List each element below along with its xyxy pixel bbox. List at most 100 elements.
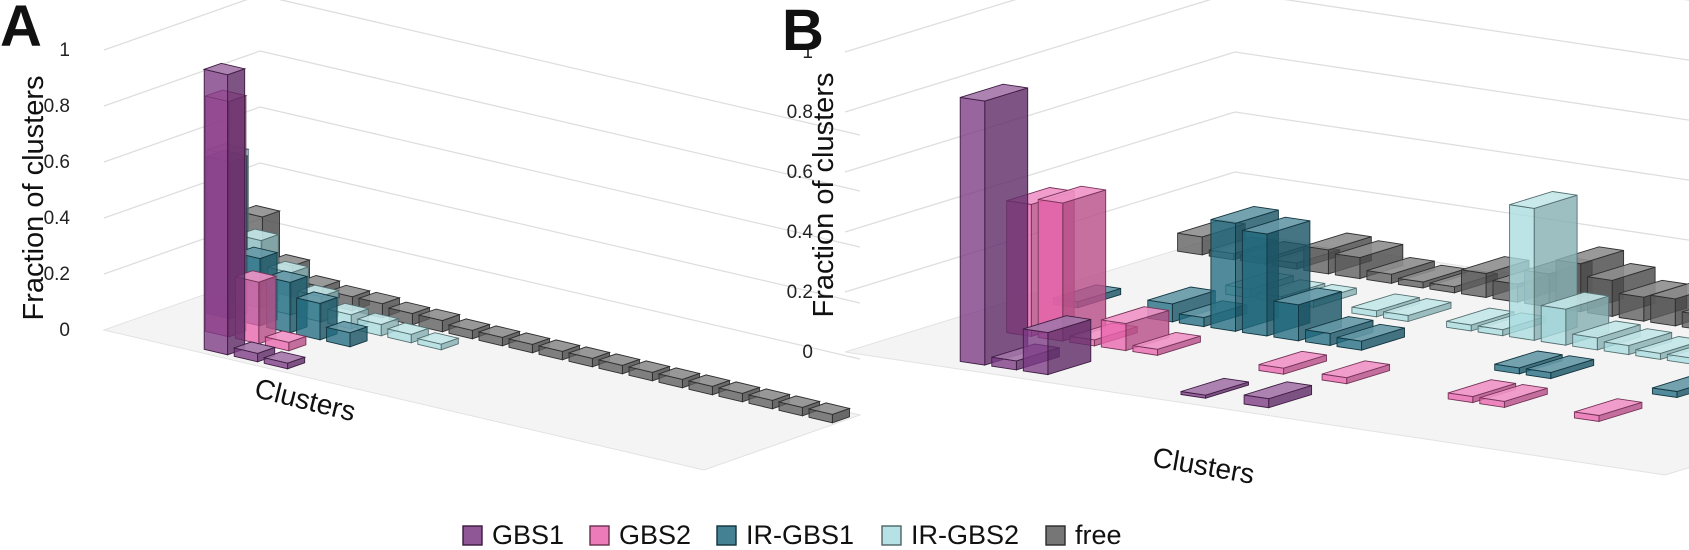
chart-a-bar-top (262, 351, 307, 364)
chart-a-bar-side (227, 68, 246, 356)
chart-b-gridline (844, 0, 1212, 113)
chart-b-bar (1681, 309, 1689, 329)
chart-b-bar-top (1335, 240, 1403, 259)
legend-label: free (1075, 520, 1122, 550)
chart-a-bar-top (236, 228, 280, 242)
chart-a-bar-top (627, 360, 672, 373)
chart-b-bar-front (1022, 328, 1049, 376)
chart-a-gridline (259, 50, 861, 192)
chart-b-bar-top (960, 83, 1028, 102)
chart-a-bar-top (687, 374, 732, 387)
chart-b-ytick: 0.4 (787, 222, 814, 243)
chart-b-gridline (1234, 111, 1689, 181)
chart-a-gridline (259, 162, 861, 304)
panel-letter-a: A (0, 0, 42, 59)
chart-a-bar-top (386, 322, 430, 335)
chart-a-bar-front (203, 68, 229, 356)
legend-swatch (589, 525, 610, 546)
chart-b-gridline (844, 0, 1017, 53)
chart-a-bar-top (357, 291, 402, 305)
chart-b-bar-top (1635, 336, 1689, 354)
legend-item-irgbs1: IR-GBS1 (716, 520, 854, 550)
chart-b-bar-top (1526, 355, 1594, 374)
legend-item-free: free (1045, 520, 1122, 550)
chart-a-bar-top (717, 381, 762, 394)
chart-a-bar-top (263, 330, 308, 343)
chart-a-bar-top (777, 395, 822, 408)
chart-a-bar-top (657, 367, 702, 380)
chart-b-bar-top (1243, 381, 1312, 400)
chart-b-bar-top (1242, 216, 1311, 235)
chart-a-bar-top (807, 402, 852, 415)
chart-b-bar-top (1210, 205, 1279, 224)
chart-b-ytick: 1 (802, 42, 813, 63)
chart-b-bar-top (1574, 398, 1643, 416)
chart-b-bar (1573, 398, 1643, 423)
chart-a-bar-top (324, 320, 369, 334)
legend-label: IR-GBS1 (746, 520, 854, 550)
chart-b-ytick: 0.8 (787, 102, 813, 123)
chart-b-ytick: 0.2 (787, 282, 813, 303)
chart-b-bar-front (1100, 319, 1127, 352)
chart-b-bar (1180, 377, 1249, 399)
chart-b-bar-top (1667, 347, 1689, 359)
chart-a-bar-top (327, 284, 372, 298)
chart-b-bar-top (1303, 232, 1372, 251)
chart-a-gridline (278, 0, 861, 136)
chart-b-bar (959, 83, 1029, 366)
chart-b-bar-top (1448, 379, 1516, 398)
chart-b-xlabel: Clusters (1150, 441, 1257, 489)
chart-a-bar-top (747, 388, 792, 401)
chart-b-bar (1037, 185, 1107, 342)
chart-b-bar-top (1541, 291, 1609, 310)
chart-a-bar-top (537, 339, 582, 352)
chart-b-bar-front (1540, 304, 1567, 346)
chart-b-gridline (1234, 51, 1689, 121)
chart-b-bar-top (1509, 191, 1578, 209)
chart-a-gridline (259, 106, 861, 248)
chart-b-bar (1243, 381, 1313, 409)
legend-swatch (462, 525, 483, 546)
chart-b-gridline (1234, 171, 1689, 241)
chart-b-bar-top (1383, 298, 1452, 316)
chart-a-ytick: 0.2 (44, 264, 70, 285)
chart-b-bar (1383, 298, 1452, 323)
chart-a-bar (627, 360, 672, 382)
chart-b-bar (1321, 360, 1391, 385)
chart-b-bar-top (1366, 256, 1435, 275)
chart-b-bar-top (1494, 350, 1563, 369)
chart-a-bar-top (326, 302, 370, 316)
chart-a-ylabel: Fraction of clusters (18, 76, 50, 321)
chart-b-bar-top (1258, 350, 1327, 369)
legend-item-gbs2: GBS2 (589, 520, 691, 550)
legend: GBS1 GBS2 IR-GBS1 IR-GBS2 free (462, 520, 1122, 550)
chart-a-bar-front (296, 297, 321, 341)
chart-a-bar-top (567, 346, 612, 359)
chart-b-bar-top (1023, 315, 1091, 334)
chart-a-ytick: 1 (59, 40, 70, 61)
legend-label: GBS2 (619, 520, 691, 550)
chart-b-ytick: 0.6 (787, 162, 813, 183)
chart-a-bar-top (416, 332, 460, 345)
chart-b-bar-front (1666, 353, 1689, 365)
chart-b-gridline (844, 111, 1236, 233)
chart-b-bar (1666, 347, 1689, 365)
chart-b-gridline (1683, 0, 1689, 1)
chart-b-bar-top (1572, 320, 1641, 339)
panel-letter-b: B (782, 0, 824, 63)
chart-b-bar-front (959, 96, 986, 366)
chart-a-bar (717, 381, 762, 403)
chart-b-bar-front (1210, 219, 1236, 332)
chart-b-bar-top (1650, 282, 1689, 300)
chart-a-bar-top (232, 341, 277, 354)
chart-a-bar-top (233, 270, 278, 283)
chart-a-bar-top (234, 246, 279, 260)
chart-b-bar-front (1334, 253, 1361, 280)
chart-b-bar-top (1038, 185, 1106, 204)
chart-a-ytick: 0 (59, 320, 70, 341)
chart-a-bar (202, 62, 247, 356)
legend-item-gbs1: GBS1 (462, 520, 564, 550)
chart-a-bar-top (387, 301, 432, 315)
chart-b-bar-top (1351, 293, 1420, 312)
